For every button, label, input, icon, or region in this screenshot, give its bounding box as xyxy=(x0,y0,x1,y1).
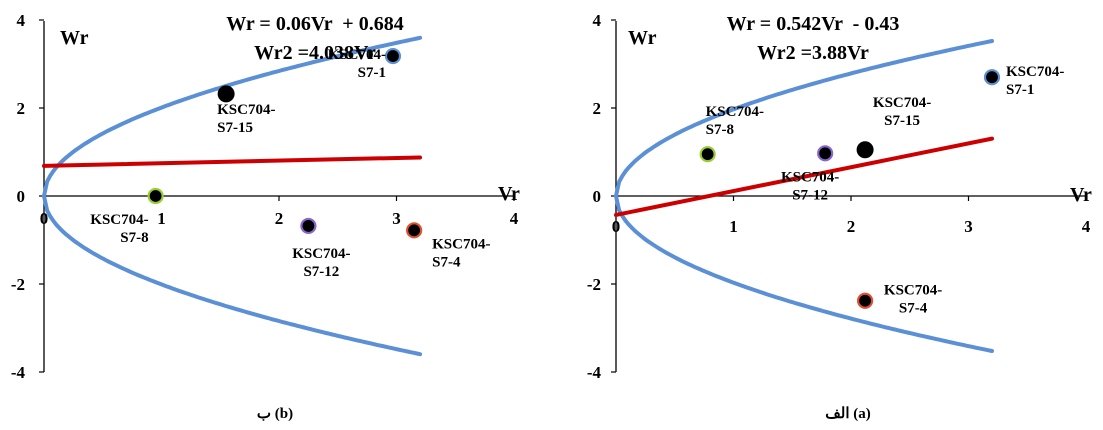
data-point-label: KSC704- S7-4 xyxy=(432,236,490,270)
data-point-label: KSC704- S7-12 xyxy=(781,169,839,203)
data-point-label-line: KSC704- xyxy=(90,212,148,228)
x-tick-label: 4 xyxy=(1082,217,1091,236)
x-tick-label: 3 xyxy=(392,209,401,228)
x-tick-label: 2 xyxy=(847,217,856,236)
y-tick-label: 0 xyxy=(593,187,602,206)
x-tick-label: 0 xyxy=(40,209,49,228)
data-point-label-line: KSC704- xyxy=(706,104,764,120)
panel-caption: الف (a) xyxy=(825,406,871,422)
data-point-label: KSC704- S7-1 xyxy=(328,47,386,81)
data-point-label-line: KSC704- xyxy=(1006,64,1064,80)
data-point xyxy=(856,141,874,159)
y-tick-label: 4 xyxy=(17,11,26,30)
parabola-curve xyxy=(613,39,994,353)
x-tick-label: 2 xyxy=(275,209,284,228)
data-point-label-line: KSC704- xyxy=(884,283,942,299)
equation-label: Wr = 0.06Vr + 0.684 xyxy=(226,13,403,35)
chart-panel-a: 420-2-40 1 2 3 4KSC704-S7-1KSC704-S7-8KSC704… xyxy=(587,11,1092,422)
equation-label: Wr = 0.542Vr - 0.43 xyxy=(727,13,900,35)
data-point xyxy=(384,47,402,65)
data-point-label-line: KSC704- xyxy=(217,102,275,118)
data-point-label: KSC704- S7-1 xyxy=(1006,64,1064,98)
data-point-label-line: KSC704- xyxy=(328,47,386,63)
y-tick-label: -2 xyxy=(11,275,25,294)
data-point-label: KSC704- S7-8 xyxy=(706,104,764,138)
regression-line xyxy=(42,155,422,168)
data-point-label-line: S7-12 xyxy=(303,264,339,280)
x-tick-label: 0 xyxy=(612,217,621,236)
data-point-label-line: S7-4 xyxy=(432,254,461,270)
data-point-label-line: KSC704- xyxy=(292,246,350,262)
y-tick-label: -2 xyxy=(587,275,601,294)
y-tick-label: 2 xyxy=(593,99,602,118)
data-point xyxy=(217,85,235,103)
parabola-curve xyxy=(41,35,422,357)
x-tick-label: 4 xyxy=(510,209,519,228)
data-point xyxy=(406,222,423,239)
data-point-label-line: S7-8 xyxy=(120,230,148,246)
equation-label: Wr2 =3.88Vr xyxy=(757,42,869,64)
x-axis-title: Vr xyxy=(1070,184,1092,206)
data-point-label: KSC704- S7-8 xyxy=(90,212,148,246)
data-point-label: KSC704- S7-15 xyxy=(217,102,275,136)
data-point-label-line: S7-15 xyxy=(884,113,920,129)
y-tick-label: -4 xyxy=(587,363,602,382)
data-point xyxy=(147,187,164,205)
x-axis-title: Vr xyxy=(498,183,520,205)
data-point-label: KSC704- S7-4 xyxy=(884,283,942,317)
data-point-label-line: S7-15 xyxy=(217,120,253,136)
data-point xyxy=(856,292,874,309)
y-tick-label: 4 xyxy=(593,11,602,30)
data-point xyxy=(300,217,317,235)
panel-caption: ب (b) xyxy=(257,406,293,422)
data-point-label: KSC704- S7-12 xyxy=(292,246,350,280)
y-axis-title: Wr xyxy=(60,27,89,49)
data-point-label-line: S7-4 xyxy=(899,301,928,317)
data-point-label-line: KSC704- xyxy=(781,169,839,185)
chart-panel-b: 420-2-40 1 2 3 4KSC704-S7-1KSC704-S7-15KSC70… xyxy=(11,11,520,422)
y-tick-label: 2 xyxy=(17,99,26,118)
x-tick-label: 1 xyxy=(157,209,166,228)
data-point-label-line: S7-1 xyxy=(1006,82,1034,98)
y-tick-label: 0 xyxy=(17,187,26,206)
data-point-label-line: S7-8 xyxy=(706,122,734,138)
data-point xyxy=(817,145,834,162)
equation-label: Wr2 =4.038Vr xyxy=(254,42,376,64)
x-tick-label: 1 xyxy=(729,217,738,236)
data-point-label-line: KSC704- xyxy=(432,236,490,252)
x-tick-label: 3 xyxy=(964,217,973,236)
data-point-label-line: S7-12 xyxy=(792,187,828,203)
data-point xyxy=(699,146,716,163)
y-axis-title: Wr xyxy=(628,27,657,49)
data-point-label-line: S7-1 xyxy=(358,65,386,81)
data-point xyxy=(983,69,1001,86)
data-point-label-line: KSC704- xyxy=(873,95,931,111)
regression-line xyxy=(614,136,994,217)
data-point-label: KSC704- S7-15 xyxy=(873,95,931,129)
y-tick-label: -4 xyxy=(11,363,26,382)
